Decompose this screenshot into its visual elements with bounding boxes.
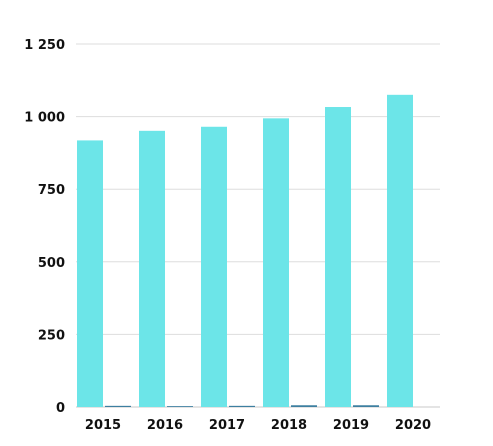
y-tick-label: 500: [38, 256, 65, 271]
x-axis-tick-labels: 2015 2016 2017 2018 2019 2020: [85, 418, 431, 433]
bar-series-1: [387, 94, 413, 407]
gridlines: [76, 43, 440, 408]
bar-series-2: [353, 405, 379, 407]
y-tick-label: 1 250: [24, 38, 65, 53]
bar-series-2: [105, 405, 131, 407]
bars: [77, 94, 413, 408]
bar-series-1: [77, 140, 103, 408]
bar-series-1: [263, 118, 289, 407]
y-tick-label: 0: [56, 401, 65, 416]
bar-series-2: [167, 406, 193, 407]
y-tick-label: 1 000: [24, 111, 65, 126]
bar-series-1: [201, 126, 227, 407]
bar-series-2: [291, 405, 317, 407]
x-tick-label: 2015: [85, 418, 121, 433]
bar-series-1: [325, 107, 351, 408]
x-tick-label: 2016: [147, 418, 183, 433]
bar-series-1: [139, 130, 165, 408]
y-tick-label: 250: [38, 328, 65, 343]
bar-series-2: [229, 405, 255, 407]
x-tick-label: 2018: [271, 418, 307, 433]
y-axis-tick-labels: 0 250 500 750 1 000 1 250: [24, 38, 65, 416]
x-tick-label: 2017: [209, 418, 245, 433]
x-tick-label: 2020: [395, 418, 431, 433]
x-tick-label: 2019: [333, 418, 369, 433]
y-tick-label: 750: [38, 183, 65, 198]
